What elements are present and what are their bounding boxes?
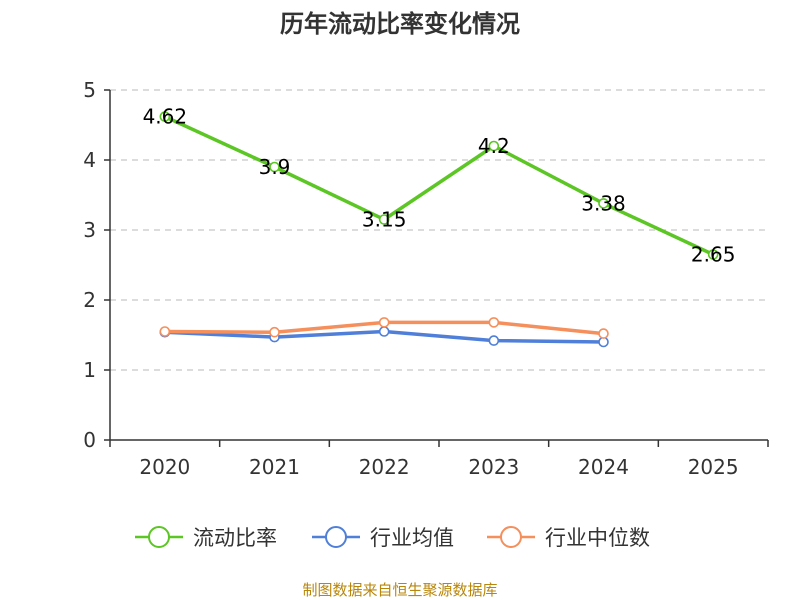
data-label-4: 3.38	[581, 191, 626, 215]
legend-marker-0	[148, 526, 170, 548]
legend-label-1: 行业均值	[370, 526, 454, 550]
x-tick-label-2023: 2023	[468, 455, 519, 479]
data-point-0-3	[488, 140, 500, 152]
y-tick-label: 2	[83, 288, 96, 312]
data-point-0-5	[707, 249, 719, 260]
axes: 0 1 2 3 4 5 2020 2021 2022 2023 2024 2025	[83, 78, 769, 479]
chart-title: 历年流动比率变化情况	[280, 10, 520, 38]
grid-lines	[110, 89, 768, 371]
x-tick-label-2021: 2021	[249, 455, 300, 479]
data-point-2-1	[269, 326, 280, 338]
x-tick-label-2020: 2020	[139, 455, 190, 479]
data-label-2: 3.15	[362, 208, 407, 232]
legend-marker-1	[325, 526, 347, 548]
x-tick-label-2024: 2024	[578, 455, 629, 479]
y-tick-label: 4	[83, 148, 96, 172]
data-point-0-0	[159, 111, 171, 122]
data-point-0-2	[378, 214, 390, 225]
y-tick-label: 1	[83, 358, 96, 382]
data-point-0-4	[598, 198, 609, 209]
data-labels: 4.62 3.9 3.15 4.2 3.38 2.65	[143, 105, 736, 267]
legend-item-0[interactable]: 流动比率	[135, 526, 277, 550]
y-tick-label: 5	[83, 78, 96, 102]
data-point-1-2	[378, 326, 390, 337]
legend-label-0: 流动比率	[193, 526, 277, 550]
x-tick-label-2022: 2022	[359, 455, 410, 479]
data-point-2-4	[598, 328, 609, 339]
data-point-2-3	[488, 317, 500, 328]
x-tick-label-2025: 2025	[688, 455, 739, 479]
legend-marker-2	[500, 526, 522, 548]
y-tick-label: 3	[83, 218, 96, 242]
data-label-1: 3.9	[259, 155, 291, 179]
data-point-2-0	[159, 326, 171, 337]
legend[interactable]: 流动比率 行业均值 行业中位数	[135, 526, 650, 550]
data-label-5: 2.65	[691, 243, 736, 267]
legend-label-2: 行业中位数	[545, 526, 650, 550]
source-note: 制图数据来自恒生聚源数据库	[302, 581, 497, 599]
series-group	[159, 111, 719, 348]
legend-item-1[interactable]: 行业均值	[312, 526, 454, 550]
y-tick-label: 0	[83, 428, 96, 452]
data-point-2-2	[378, 317, 390, 328]
data-label-0: 4.62	[143, 105, 188, 129]
legend-item-2[interactable]: 行业中位数	[487, 526, 650, 550]
data-point-0-1	[269, 161, 280, 173]
series-line-0	[163, 114, 715, 257]
data-point-1-3	[488, 335, 500, 346]
data-label-3: 4.2	[478, 134, 510, 158]
